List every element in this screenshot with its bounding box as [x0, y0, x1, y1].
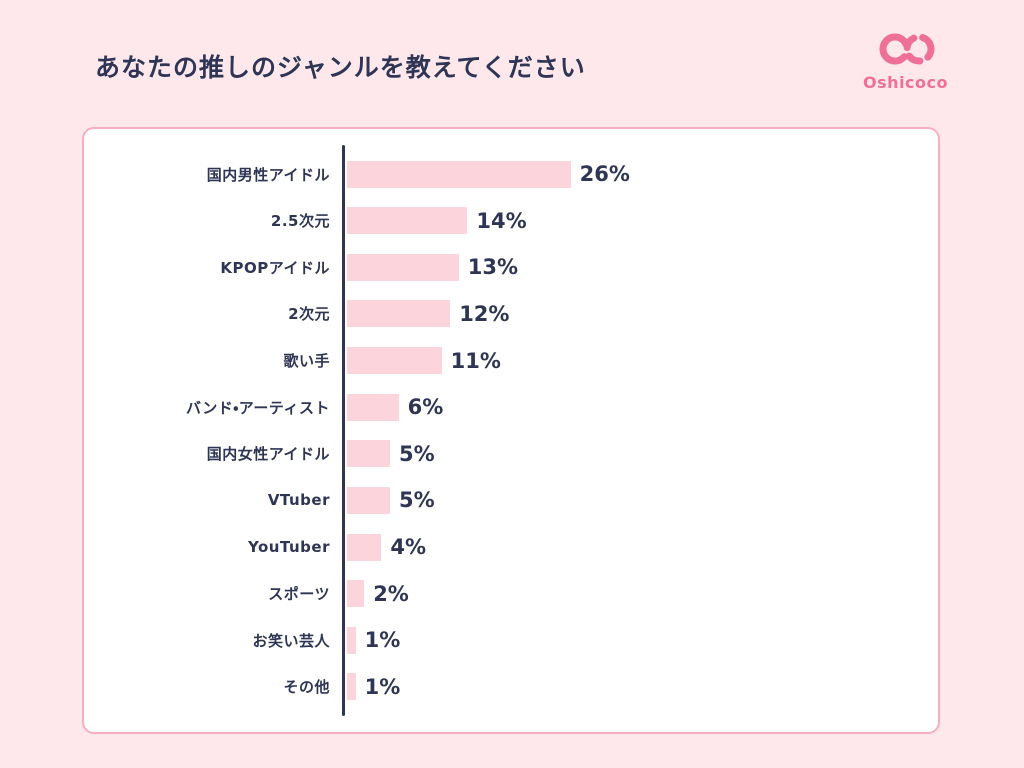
bar-area: 6%	[347, 393, 444, 421]
bar-chart: 国内男性アイドル 26% 2.5次元 14% KPOPアイドル 13% 2次元 12% 歌い手 1…	[108, 145, 910, 716]
category-label: スポーツ	[268, 585, 330, 604]
bar	[347, 533, 382, 561]
bar-area: 4%	[347, 533, 427, 561]
chart-row: 国内女性アイドル 5%	[108, 431, 910, 477]
bar	[347, 626, 356, 654]
value-label: 1%	[364, 628, 401, 653]
value-label: 11%	[450, 348, 501, 373]
oshicoco-logo-icon	[879, 33, 935, 65]
bar-area: 2%	[347, 580, 409, 608]
bar	[347, 300, 451, 328]
chart-row: バンド・アーティスト 6%	[108, 384, 910, 430]
bar-area: 12%	[347, 300, 510, 328]
value-label: 2%	[373, 581, 409, 606]
chart-row: 国内男性アイドル 26%	[108, 151, 910, 197]
bar	[347, 393, 399, 421]
value-label: 5%	[399, 488, 435, 513]
value-label: 26%	[579, 162, 630, 186]
category-label: 2.5次元	[270, 212, 330, 231]
page-title: あなたの推しのジャンルを教えてください	[95, 53, 586, 82]
bar	[347, 347, 442, 374]
category-label: バンド・アーティスト	[185, 398, 330, 417]
category-label: 歌い手	[283, 352, 330, 370]
chart-axis-line	[342, 145, 345, 716]
bar	[347, 580, 365, 608]
bar	[347, 207, 468, 235]
bar-area: 5%	[347, 440, 435, 468]
value-label: 6%	[407, 395, 444, 420]
bar-area: 5%	[347, 486, 435, 514]
chart-row: その他 1%	[108, 664, 910, 710]
bar	[347, 486, 390, 514]
value-label: 12%	[459, 301, 510, 326]
category-label: お笑い芸人	[252, 631, 330, 650]
bar	[347, 253, 459, 281]
bar-area: 11%	[347, 347, 501, 374]
category-label: 2次元	[288, 305, 330, 324]
category-label: VTuber	[267, 491, 330, 510]
category-label: YouTuber	[247, 538, 330, 556]
value-label: 4%	[390, 535, 427, 559]
brand-logo: Oshicoco	[863, 30, 948, 92]
chart-row: YouTuber 4%	[108, 524, 910, 570]
value-label: 14%	[476, 208, 527, 233]
category-label: KPOPアイドル	[220, 258, 330, 277]
bar	[347, 160, 571, 188]
category-label: その他	[283, 678, 330, 697]
chart-card: 国内男性アイドル 26% 2.5次元 14% KPOPアイドル 13% 2次元 12% 歌い手 1…	[82, 127, 940, 734]
chart-row: 2.5次元 14%	[108, 198, 910, 244]
bar	[347, 440, 390, 468]
chart-row: 2次元 12%	[108, 291, 910, 337]
bar	[347, 673, 356, 701]
chart-row: 歌い手 11%	[108, 338, 910, 384]
bar-area: 1%	[347, 626, 401, 654]
chart-rows: 国内男性アイドル 26% 2.5次元 14% KPOPアイドル 13% 2次元 12% 歌い手 1…	[108, 151, 910, 710]
chart-row: KPOPアイドル 13%	[108, 244, 910, 290]
bar-area: 26%	[347, 160, 630, 188]
bar-area: 14%	[347, 207, 527, 235]
category-label: 国内女性アイドル	[206, 445, 330, 464]
chart-row: お笑い芸人 1%	[108, 617, 910, 663]
bar-area: 1%	[347, 673, 401, 701]
value-label: 1%	[364, 674, 401, 699]
category-label: 国内男性アイドル	[206, 165, 330, 184]
chart-row: VTuber 5%	[108, 477, 910, 523]
value-label: 5%	[399, 441, 435, 466]
brand-name: Oshicoco	[863, 73, 948, 92]
bar-area: 13%	[347, 253, 519, 281]
header: あなたの推しのジャンルを教えてください Oshicoco	[0, 0, 1024, 92]
value-label: 13%	[467, 255, 519, 280]
chart-row: スポーツ 2%	[108, 571, 910, 617]
